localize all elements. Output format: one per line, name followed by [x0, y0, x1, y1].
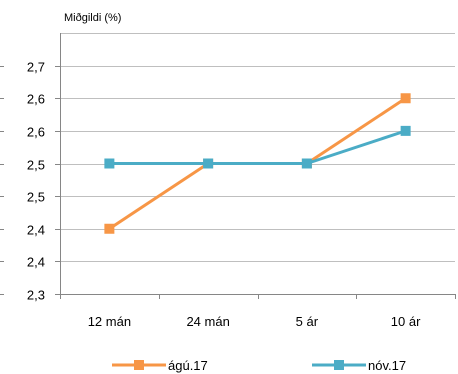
legend-marker	[134, 360, 144, 370]
data-point-marker	[104, 158, 115, 169]
y-tick-label: 2,7	[27, 60, 45, 75]
legend-label: nóv.17	[368, 358, 406, 373]
data-point-marker	[400, 125, 411, 136]
y-tick-label: 2,5	[27, 158, 45, 173]
legend: ágú.17 nóv.17	[112, 358, 406, 373]
legend-marker	[334, 360, 344, 370]
series-line	[109, 129, 407, 165]
series	[104, 93, 411, 234]
y-tick-label: 2,4	[27, 223, 45, 238]
data-point-marker	[301, 158, 312, 169]
axes: Miðgildi (%) 2,3 2,4 2,4 2,5 2,5 2,6 2,6 2,7 12 …	[0, 12, 456, 329]
gridlines	[60, 33, 455, 262]
x-tick-label: 24 mán	[186, 314, 229, 329]
legend-label: ágú.17	[168, 358, 208, 373]
x-tick-label: 10 ár	[391, 314, 421, 329]
y-tick-label: 2,3	[27, 288, 45, 303]
x-tick-label: 12 mán	[88, 314, 131, 329]
y-tick-label: 2,6	[27, 92, 45, 107]
x-tick-label: 5 ár	[296, 314, 319, 329]
y-tick-label: 2,5	[27, 190, 45, 205]
y-tick-label: 2,4	[27, 255, 45, 270]
y-tick-label: 2,6	[27, 125, 45, 140]
data-point-marker	[104, 223, 115, 234]
y-axis-title: Miðgildi (%)	[64, 12, 121, 24]
data-point-marker	[400, 93, 411, 104]
data-point-marker	[203, 158, 214, 169]
